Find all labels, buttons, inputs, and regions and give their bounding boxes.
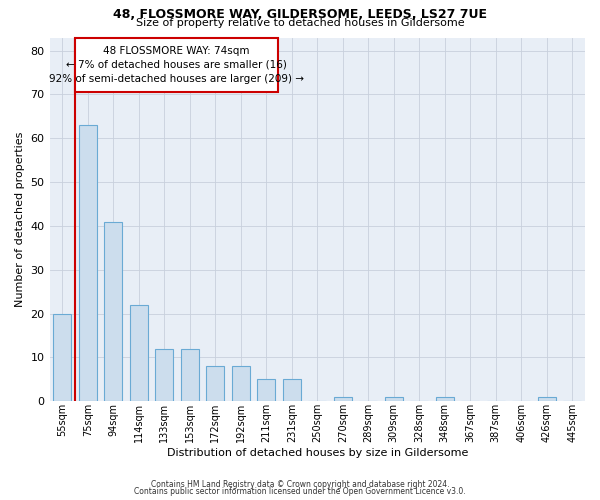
FancyBboxPatch shape [75,38,278,92]
Text: Contains HM Land Registry data © Crown copyright and database right 2024.: Contains HM Land Registry data © Crown c… [151,480,449,489]
Bar [79,125,97,401]
Bar [385,397,403,401]
Bar [334,397,352,401]
Text: 48, FLOSSMORE WAY, GILDERSOME, LEEDS, LS27 7UE: 48, FLOSSMORE WAY, GILDERSOME, LEEDS, LS… [113,8,487,20]
Bar [181,348,199,401]
Bar [130,305,148,401]
Bar [538,397,556,401]
Text: Contains public sector information licensed under the Open Government Licence v3: Contains public sector information licen… [134,487,466,496]
Bar [232,366,250,401]
Bar [257,380,275,401]
Bar [53,314,71,401]
Bar [436,397,454,401]
Y-axis label: Number of detached properties: Number of detached properties [15,132,25,307]
Bar [206,366,224,401]
Text: 48 FLOSSMORE WAY: 74sqm
← 7% of detached houses are smaller (16)
92% of semi-det: 48 FLOSSMORE WAY: 74sqm ← 7% of detached… [49,46,304,84]
X-axis label: Distribution of detached houses by size in Gildersome: Distribution of detached houses by size … [167,448,468,458]
Bar [155,348,173,401]
Bar [283,380,301,401]
Text: Size of property relative to detached houses in Gildersome: Size of property relative to detached ho… [136,18,464,28]
Bar [104,222,122,401]
